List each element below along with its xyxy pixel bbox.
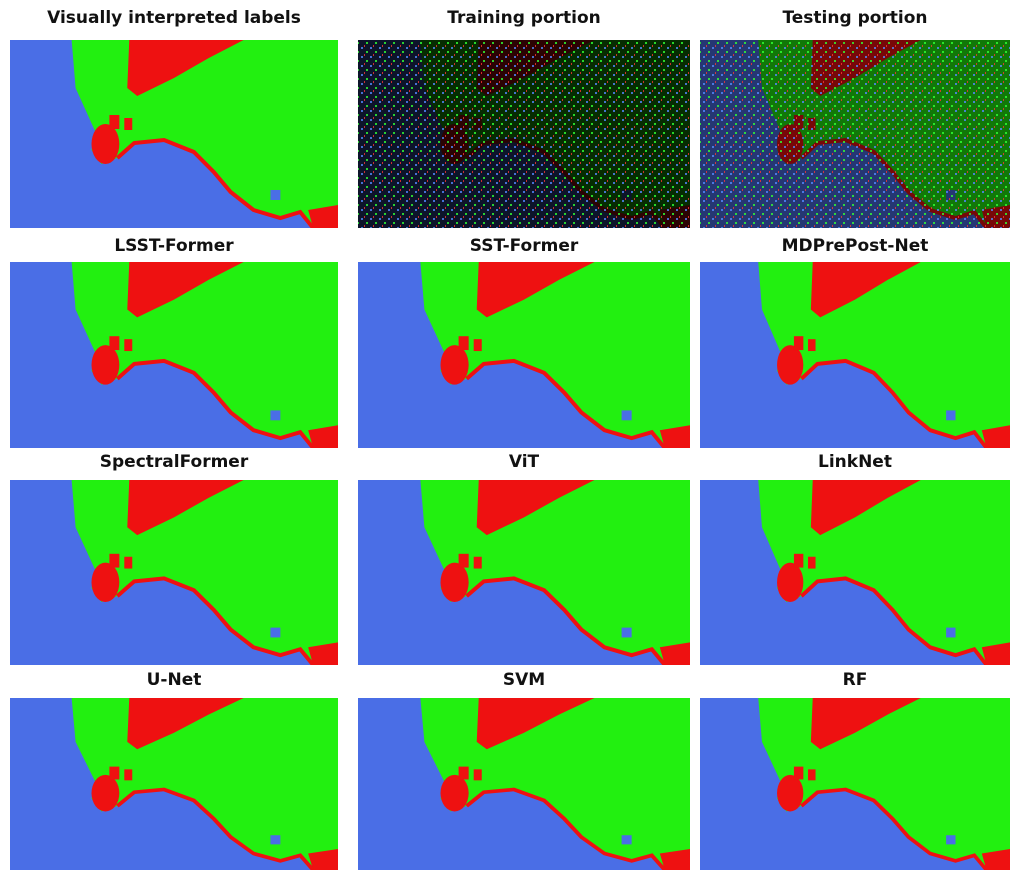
panel-title: Visually interpreted labels [47,8,301,28]
classification-map [10,698,338,870]
classification-map [10,480,338,665]
panel-title: SVM [503,670,545,690]
panel-title: Training portion [447,8,601,28]
classification-map [10,262,338,448]
panel-title: LSST-Former [114,236,234,256]
panel-title: MDPrePost-Net [782,236,929,256]
panel-title: U-Net [147,670,202,690]
classification-map [358,262,690,448]
sample-noise [358,40,690,228]
panel-title: LinkNet [818,452,892,472]
classification-map [358,698,690,870]
sample-noise [700,40,1010,228]
panel-title: SST-Former [470,236,579,256]
classification-map [700,698,1010,870]
panel-title: Testing portion [782,8,927,28]
panel-title: SpectralFormer [100,452,249,472]
classification-map [700,262,1010,448]
panel-title: RF [843,670,868,690]
figure: Visually interpreted labels Training port… [0,0,1014,875]
classification-map [700,480,1010,665]
page: Visually interpreted labels Training port… [0,0,1014,875]
classification-map [358,480,690,665]
panel-title: ViT [509,452,540,472]
classification-map [10,40,338,228]
